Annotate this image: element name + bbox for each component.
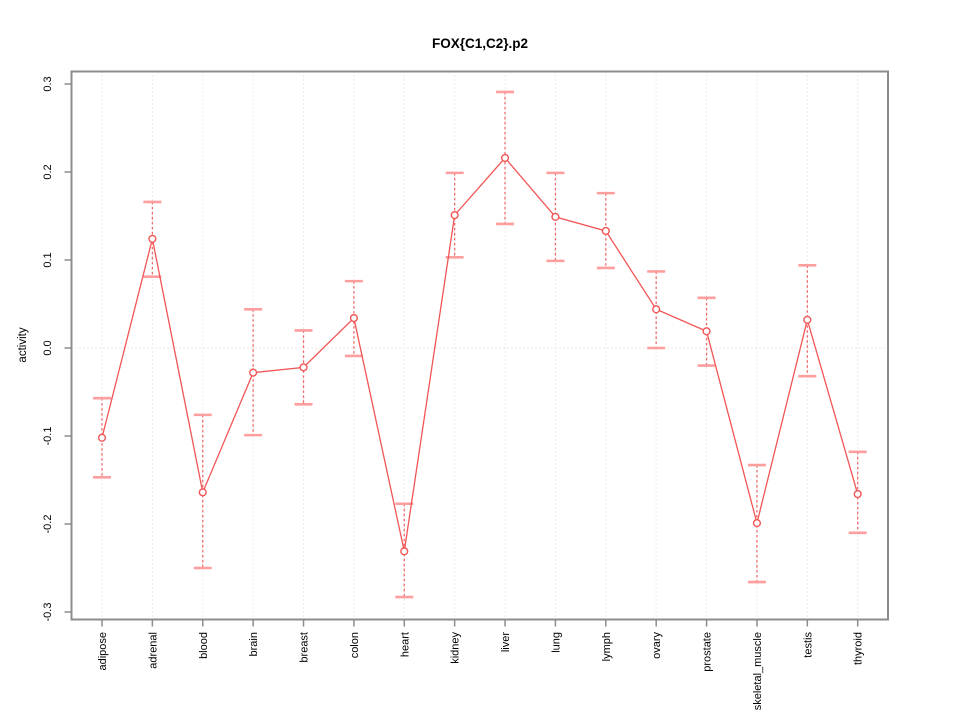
plot-box: [70, 70, 889, 621]
x-tick-label: brain: [248, 632, 260, 656]
x-tick-label: ovary: [651, 632, 663, 659]
data-point-marker: [702, 327, 711, 336]
x-tick-label: lung: [550, 632, 562, 653]
x-tick-label: colon: [349, 632, 361, 658]
data-point-marker: [198, 488, 207, 497]
x-tick-label: blood: [198, 632, 210, 659]
data-point-marker: [752, 519, 762, 528]
x-tick-label: adrenal: [147, 632, 159, 669]
x-tick-label: prostate: [702, 632, 714, 672]
data-point-marker: [97, 433, 107, 442]
data-point-marker: [500, 153, 510, 163]
x-tick-label: breast: [299, 632, 311, 663]
x-tick-label: liver: [500, 632, 512, 653]
series-line: [101, 156, 859, 552]
x-tick-label: skeletal_muscle: [752, 632, 764, 710]
data-point-marker: [400, 547, 409, 556]
y-tick-label: -0.1: [42, 427, 54, 446]
data-point-marker: [450, 211, 459, 220]
x-tick-label: adipose: [97, 632, 109, 671]
y-tick-label: 0.2: [42, 164, 54, 179]
y-axis-title: activity: [17, 327, 29, 363]
data-point-marker: [249, 368, 258, 377]
chart-title: FOX{C1,C2}.p2: [431, 36, 529, 51]
data-point-marker: [601, 226, 610, 236]
x-tick-label: kidney: [450, 632, 462, 664]
data-point-marker: [652, 305, 661, 314]
y-tick-label: 0.1: [42, 252, 54, 267]
y-tick-label: 0.3: [42, 76, 54, 91]
data-point-marker: [803, 315, 812, 324]
y-tick-label: -0.3: [42, 603, 54, 622]
data-point-marker: [349, 313, 359, 323]
data-point-marker: [551, 212, 560, 221]
data-point-marker: [299, 363, 308, 372]
y-tick-label: -0.2: [42, 515, 54, 534]
y-tick-label: 0.0: [42, 340, 54, 355]
data-point-marker: [853, 489, 862, 499]
x-tick-label: thyroid: [853, 632, 865, 665]
x-tick-label: testis: [802, 632, 814, 658]
data-point-marker: [148, 234, 157, 243]
x-tick-label: lymph: [601, 632, 613, 661]
x-tick-label: heart: [399, 632, 411, 657]
